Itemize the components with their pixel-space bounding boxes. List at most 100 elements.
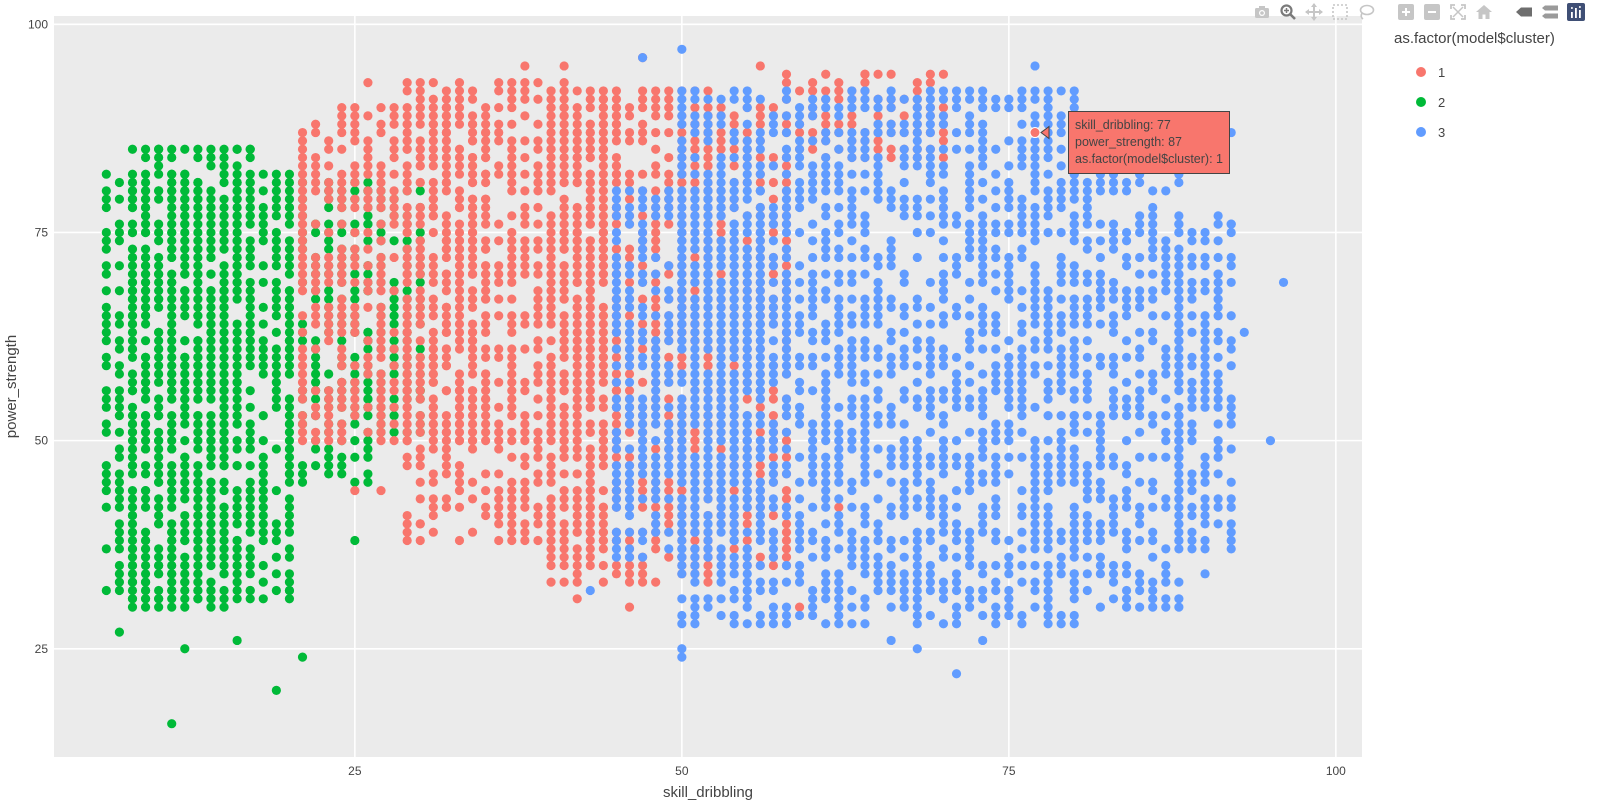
data-point[interactable] <box>454 294 465 304</box>
data-point[interactable] <box>389 211 399 221</box>
data-point[interactable] <box>677 86 687 96</box>
data-point[interactable] <box>1161 269 1171 279</box>
data-point[interactable] <box>703 236 713 246</box>
data-point[interactable] <box>441 144 451 154</box>
data-point[interactable] <box>951 94 962 104</box>
data-point[interactable] <box>572 202 582 213</box>
data-point[interactable] <box>546 377 556 387</box>
data-point[interactable] <box>127 519 138 529</box>
data-point[interactable] <box>938 585 949 596</box>
data-point[interactable] <box>742 485 752 496</box>
data-point[interactable] <box>703 427 713 437</box>
data-point[interactable] <box>258 227 268 238</box>
data-point[interactable] <box>232 361 242 371</box>
data-point[interactable] <box>742 244 752 254</box>
data-point[interactable] <box>651 510 661 521</box>
data-point[interactable] <box>729 311 739 321</box>
data-point[interactable] <box>507 510 517 521</box>
data-point[interactable] <box>507 252 517 263</box>
data-point[interactable] <box>1213 211 1223 221</box>
data-point[interactable] <box>572 211 582 221</box>
data-point[interactable] <box>624 136 635 146</box>
data-point[interactable] <box>520 78 530 88</box>
data-point[interactable] <box>703 544 713 554</box>
data-point[interactable] <box>938 202 949 213</box>
data-point[interactable] <box>651 202 661 213</box>
data-point[interactable] <box>925 510 935 521</box>
data-point[interactable] <box>402 527 412 537</box>
data-point[interactable] <box>572 336 582 346</box>
data-point[interactable] <box>729 236 739 246</box>
data-point[interactable] <box>860 211 870 221</box>
data-point[interactable] <box>886 444 896 454</box>
data-point[interactable] <box>873 69 883 79</box>
data-point[interactable] <box>912 552 922 562</box>
data-point[interactable] <box>1174 427 1184 437</box>
data-point[interactable] <box>1187 277 1197 288</box>
data-point[interactable] <box>1069 227 1079 238</box>
data-point[interactable] <box>1030 152 1040 163</box>
data-point[interactable] <box>140 361 151 371</box>
data-point[interactable] <box>716 202 726 213</box>
data-point[interactable] <box>1030 86 1040 96</box>
data-point[interactable] <box>611 186 622 196</box>
data-point[interactable] <box>363 286 373 296</box>
data-point[interactable] <box>899 452 909 462</box>
data-point[interactable] <box>1095 419 1105 429</box>
data-point[interactable] <box>925 194 935 204</box>
data-point[interactable] <box>690 460 700 471</box>
data-point[interactable] <box>507 277 517 288</box>
data-point[interactable] <box>624 302 635 313</box>
data-point[interactable] <box>860 311 870 321</box>
data-point[interactable] <box>1069 527 1079 537</box>
data-point[interactable] <box>572 236 582 246</box>
data-point[interactable] <box>951 585 962 596</box>
data-point[interactable] <box>847 211 857 221</box>
data-point[interactable] <box>154 144 164 154</box>
data-point[interactable] <box>206 311 216 321</box>
data-point[interactable] <box>860 78 870 88</box>
data-point[interactable] <box>1017 610 1027 621</box>
data-point[interactable] <box>860 102 870 113</box>
data-point[interactable] <box>297 460 308 471</box>
data-point[interactable] <box>245 202 255 213</box>
data-point[interactable] <box>834 252 844 263</box>
data-point[interactable] <box>114 361 124 371</box>
data-point[interactable] <box>703 111 713 121</box>
data-point[interactable] <box>690 569 700 579</box>
data-point[interactable] <box>219 202 229 213</box>
data-point[interactable] <box>140 560 151 571</box>
data-point[interactable] <box>742 552 752 562</box>
data-point[interactable] <box>193 361 203 371</box>
data-point[interactable] <box>363 186 373 196</box>
data-point[interactable] <box>1004 427 1014 437</box>
data-point[interactable] <box>794 227 805 238</box>
data-point[interactable] <box>1095 436 1105 446</box>
data-point[interactable] <box>1030 544 1040 554</box>
data-point[interactable] <box>873 261 883 271</box>
data-point[interactable] <box>585 252 595 263</box>
data-point[interactable] <box>193 585 203 596</box>
data-point[interactable] <box>886 144 896 154</box>
data-point[interactable] <box>1017 202 1027 213</box>
data-point[interactable] <box>1108 577 1119 587</box>
data-point[interactable] <box>441 177 451 188</box>
data-point[interactable] <box>794 261 805 271</box>
data-point[interactable] <box>598 419 608 429</box>
data-point[interactable] <box>219 369 229 379</box>
data-point[interactable] <box>245 319 255 329</box>
data-point[interactable] <box>1004 136 1014 146</box>
data-point[interactable] <box>284 436 295 446</box>
data-point[interactable] <box>781 169 792 179</box>
data-point[interactable] <box>585 244 595 254</box>
data-point[interactable] <box>703 494 713 504</box>
data-point[interactable] <box>965 94 975 104</box>
data-point[interactable] <box>546 261 556 271</box>
data-point[interactable] <box>232 485 242 496</box>
data-point[interactable] <box>232 419 242 429</box>
data-point[interactable] <box>415 219 425 229</box>
data-point[interactable] <box>297 352 308 362</box>
data-point[interactable] <box>1108 560 1119 571</box>
data-point[interactable] <box>690 169 700 179</box>
data-point[interactable] <box>677 619 687 629</box>
